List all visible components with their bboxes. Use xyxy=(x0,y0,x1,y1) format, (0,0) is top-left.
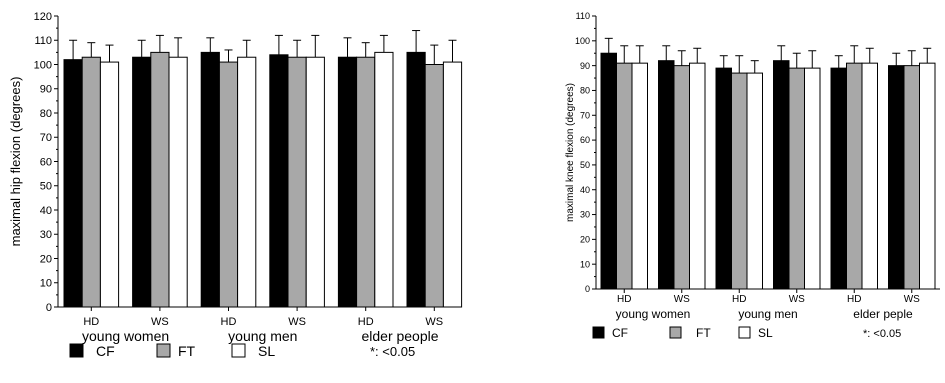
legend-swatch-ft xyxy=(156,343,171,358)
bar-ft xyxy=(81,56,101,308)
bar-ft xyxy=(616,62,633,290)
y-tick-label: 90 xyxy=(40,84,52,96)
y-tick-label: 20 xyxy=(580,235,590,245)
bar-cf xyxy=(888,65,905,290)
bar-ft xyxy=(150,51,170,308)
legend-swatch-sl xyxy=(738,326,751,339)
x-tick-label: HD xyxy=(847,294,861,305)
y-axis-label: maximal knee flexion (degrees) xyxy=(565,83,576,222)
legend-swatch-ft xyxy=(669,326,682,339)
bar-sl xyxy=(442,61,463,308)
legend-label-cf: CF xyxy=(612,326,628,340)
bar-ft xyxy=(846,62,863,290)
bar-sl xyxy=(746,72,763,290)
bar-cf xyxy=(658,60,675,290)
y-tick-label: 100 xyxy=(34,59,52,71)
group-label: elder peple xyxy=(853,307,913,321)
x-tick-label: WS xyxy=(425,316,443,328)
bar-sl xyxy=(237,56,257,308)
group-label: young men xyxy=(738,307,797,321)
x-tick-label: WS xyxy=(789,294,805,305)
bar-sl xyxy=(374,51,394,308)
y-tick-label: 40 xyxy=(40,205,52,217)
y-tick-label: 70 xyxy=(580,110,590,120)
legend-swatch-cf xyxy=(592,326,605,339)
bar-sl xyxy=(168,56,188,308)
bar-sl xyxy=(919,62,936,290)
y-tick-label: 70 xyxy=(40,132,52,144)
y-tick-label: 60 xyxy=(580,135,590,145)
x-tick-label: HD xyxy=(221,316,237,328)
bar-cf xyxy=(830,67,847,290)
bar-cf xyxy=(337,56,358,308)
bar-sl xyxy=(689,62,706,290)
legend-label-ft: FT xyxy=(178,343,196,359)
bar-cf xyxy=(269,54,289,308)
group-label: young men xyxy=(228,328,297,344)
legend-swatch-cf xyxy=(69,343,84,358)
y-tick-label: 50 xyxy=(580,160,590,170)
y-tick-label: 110 xyxy=(34,35,52,47)
y-tick-label: 30 xyxy=(580,210,590,220)
y-tick-label: 50 xyxy=(40,181,52,193)
y-axis-label: maximal hip flexion (degrees) xyxy=(8,77,23,247)
x-tick-label: HD xyxy=(83,316,99,328)
bar-sl xyxy=(631,62,648,290)
group-label: young women xyxy=(82,328,169,344)
y-tick-label: 30 xyxy=(40,229,52,241)
bar-cf xyxy=(63,59,83,308)
bar-ft xyxy=(356,56,376,308)
bar-cf xyxy=(715,67,732,290)
x-tick-label: HD xyxy=(358,316,374,328)
bar-ft xyxy=(903,65,920,290)
y-tick-label: 10 xyxy=(40,278,52,290)
bar-sl xyxy=(305,56,325,308)
y-tick-label: 40 xyxy=(580,185,590,195)
bar-ft xyxy=(731,72,748,290)
y-tick-label: 90 xyxy=(580,61,590,71)
x-tick-label: HD xyxy=(617,294,631,305)
bar-ft xyxy=(287,56,307,308)
bar-cf xyxy=(200,51,220,308)
y-tick-label: 80 xyxy=(580,86,590,96)
y-tick-label: 100 xyxy=(575,36,590,46)
group-label: young women xyxy=(616,307,691,321)
legend-swatch-sl xyxy=(231,343,246,358)
bar-sl xyxy=(861,62,878,290)
bar-cf xyxy=(773,60,790,290)
y-tick-label: 110 xyxy=(576,11,590,21)
bar-cf xyxy=(600,52,617,290)
bar-sl xyxy=(804,67,821,290)
group-label: elder people xyxy=(361,328,438,344)
x-tick-label: WS xyxy=(151,316,169,328)
bar-cf xyxy=(132,56,152,308)
bar-cf xyxy=(406,51,426,308)
y-tick-label: 20 xyxy=(40,253,52,265)
legend-label-ft: FT xyxy=(696,326,711,340)
y-tick-label: 80 xyxy=(40,108,52,120)
y-tick-label: 0 xyxy=(585,284,590,294)
y-tick-label: 120 xyxy=(34,11,52,23)
legend-label-cf: CF xyxy=(96,343,115,359)
x-tick-label: HD xyxy=(732,294,746,305)
bar-sl xyxy=(99,61,120,308)
y-tick-label: 0 xyxy=(46,302,52,314)
legend-label-sl: SL xyxy=(758,326,773,340)
y-tick-label: 10 xyxy=(580,259,590,269)
y-tick-label: 60 xyxy=(40,156,52,168)
bar-ft xyxy=(424,64,444,308)
x-tick-label: WS xyxy=(674,294,690,305)
bar-ft xyxy=(673,65,690,290)
bar-ft xyxy=(788,67,805,290)
significance-note: *: <0.05 xyxy=(863,328,901,340)
x-tick-label: WS xyxy=(904,294,920,305)
significance-note: *: <0.05 xyxy=(370,344,415,359)
legend-label-sl: SL xyxy=(258,343,275,359)
x-tick-label: WS xyxy=(288,316,306,328)
bar-ft xyxy=(218,61,239,308)
